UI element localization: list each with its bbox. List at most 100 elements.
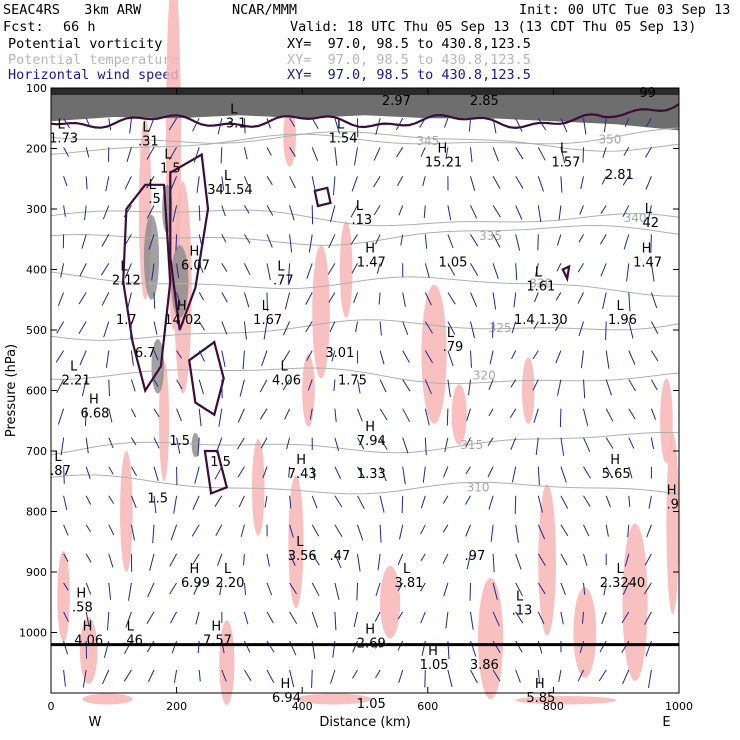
wind-vector-397	[492, 611, 500, 627]
extremum-value: 1.5	[160, 162, 181, 177]
extremum-value: 7.43	[288, 467, 317, 482]
wind-vector-447	[554, 321, 562, 332]
extremum-marker: L	[70, 359, 78, 374]
wind-vector-501	[623, 147, 630, 156]
theta-contour-315	[50, 431, 680, 456]
wind-vector-251	[334, 437, 340, 452]
wind-vector-15	[63, 553, 69, 562]
x-tick-label: 200	[166, 700, 187, 713]
wind-vector-139	[198, 669, 201, 682]
wind-vector-225	[306, 263, 313, 279]
wind-vector-19	[63, 669, 66, 687]
wind-vector-360	[468, 118, 471, 132]
wind-vector-365	[470, 263, 479, 276]
wind-vector-241	[334, 147, 338, 166]
theta-contour-label: 350	[598, 132, 621, 146]
wind-vector-536	[643, 582, 652, 595]
wind-shade-16	[622, 523, 648, 681]
wind-vector-329	[424, 379, 432, 395]
extremum-value: 1.57	[551, 156, 580, 171]
wind-vector-121	[193, 147, 200, 163]
extremum-value: 3.81	[394, 576, 423, 591]
wind-vector-312	[402, 466, 406, 485]
extremum-value: 1.47	[633, 255, 662, 270]
wind-vector-373	[465, 495, 471, 505]
wind-vector-177	[243, 611, 249, 625]
wind-vector-301	[396, 147, 404, 158]
wind-vector-500	[624, 118, 630, 128]
x-end-label-west: W	[89, 715, 102, 730]
wind-vector-197	[266, 611, 274, 624]
extremum-value: 1.33	[357, 467, 386, 482]
extremum-value: 99	[639, 86, 656, 101]
wind-vector-169	[239, 379, 245, 397]
wind-vector-208	[282, 350, 291, 363]
wind-vector-279	[352, 669, 358, 679]
pv-contour-4	[313, 186, 332, 208]
wind-vector-82	[146, 176, 155, 189]
extremum-value: .46	[122, 634, 143, 649]
extremum-marker: H	[189, 245, 199, 260]
wind-vector-426	[533, 292, 539, 303]
wind-vector-475	[583, 553, 588, 567]
wind-vector-243	[330, 205, 336, 223]
wind-vector-144	[221, 234, 227, 243]
wind-vector-359	[447, 669, 453, 688]
extremum-marker: L	[403, 562, 411, 577]
wind-vector-351	[444, 437, 449, 452]
wind-vector-406	[513, 292, 517, 308]
extremum-value: 15.21	[425, 156, 462, 171]
wind-vector-455	[560, 553, 568, 566]
wind-vector-430	[533, 408, 539, 423]
wind-vector-47	[103, 321, 110, 338]
wind-vector-35	[85, 553, 92, 563]
wind-vector-412	[511, 466, 517, 483]
extremum-marker: L	[58, 117, 66, 132]
extremum-value: 2.85	[470, 94, 499, 109]
wind-vector-479	[577, 669, 584, 682]
y-tick-label: 500	[26, 324, 47, 337]
wind-vector-246	[328, 292, 336, 303]
wind-vector-13	[63, 495, 68, 511]
y-tick-label: 900	[26, 566, 47, 579]
wind-vector-101	[168, 147, 178, 160]
wind-vector-0	[63, 118, 71, 129]
wind-vector-308	[402, 350, 410, 363]
wind-vector-276	[356, 582, 358, 601]
wind-vector-322	[422, 176, 426, 187]
theta-contour-label: 325	[489, 321, 512, 335]
wind-vector-158	[221, 640, 225, 654]
extremum-marker: L	[127, 620, 135, 635]
wind-vector-52	[108, 466, 114, 475]
wind-vector-245	[327, 263, 336, 275]
wind-vector-457	[560, 611, 564, 625]
wind-vector-114	[170, 524, 178, 541]
wind-vector-111	[176, 437, 181, 454]
extremum-value: 3.56	[288, 549, 317, 564]
extremum-marker: H	[281, 677, 291, 692]
extremum-value: .58	[72, 600, 93, 615]
wind-vector-425	[535, 263, 539, 277]
wind-vector-340	[443, 118, 449, 128]
wind-vector-219	[289, 669, 295, 688]
wind-vector-393	[488, 495, 494, 510]
wind-vector-143	[221, 205, 226, 217]
wind-vector-486	[602, 292, 607, 310]
extremum-value: 6.7	[135, 346, 156, 361]
theta-contour-350	[50, 131, 680, 152]
wind-vector-54	[108, 524, 115, 536]
wind-vector-325	[424, 263, 430, 278]
wind-vector-32	[85, 466, 91, 480]
wind-vector-154	[215, 524, 223, 537]
field-xy-theta: XY= 97.0, 98.5 to 430.8,123.5	[287, 52, 531, 68]
wind-vector-384	[492, 234, 501, 248]
wind-vector-10	[57, 408, 65, 425]
wind-vector-535	[644, 553, 652, 566]
wind-vector-459	[558, 669, 562, 682]
wind-vector-227	[305, 321, 313, 333]
wind-vector-89	[153, 379, 159, 388]
wind-vector-367	[470, 321, 475, 339]
wind-vector-357	[445, 611, 449, 629]
extremum-marker: L	[560, 142, 568, 157]
wind-vector-84	[148, 234, 155, 250]
